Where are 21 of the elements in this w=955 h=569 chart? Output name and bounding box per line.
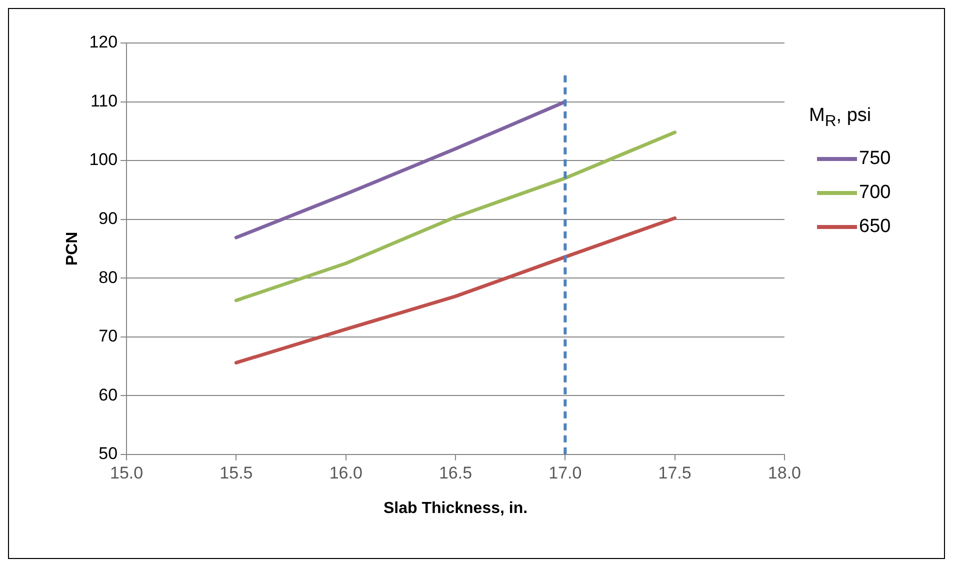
y-axis-title: PCN — [64, 232, 82, 266]
x-axis-title: Slab Thickness, in. — [383, 500, 528, 517]
legend-label: 750 — [859, 148, 891, 170]
x-tick-label: 15.5 — [220, 463, 253, 482]
x-tick-label: 15.0 — [110, 463, 144, 482]
y-tick-label: 50 — [98, 444, 118, 464]
legend-label: 700 — [859, 182, 891, 204]
x-tick-label: 16.5 — [438, 463, 472, 482]
y-tick-label: 70 — [98, 326, 118, 346]
y-tick-label: 60 — [98, 385, 118, 404]
y-tick-label: 90 — [98, 209, 118, 228]
y-tick-label: 110 — [90, 91, 118, 110]
x-tick-label: 17.0 — [548, 463, 582, 482]
legend-title: M$_{R}$, psi — [809, 105, 872, 131]
x-tick-label: 17.5 — [658, 463, 692, 482]
y-tick-label: 80 — [98, 268, 118, 287]
x-tick-label: 18.0 — [768, 463, 802, 482]
y-tick-label: 100 — [89, 150, 118, 170]
x-tick-label: 16.0 — [329, 463, 362, 482]
y-tick-label: 120 — [89, 32, 118, 52]
legend-label: 650 — [859, 216, 891, 238]
